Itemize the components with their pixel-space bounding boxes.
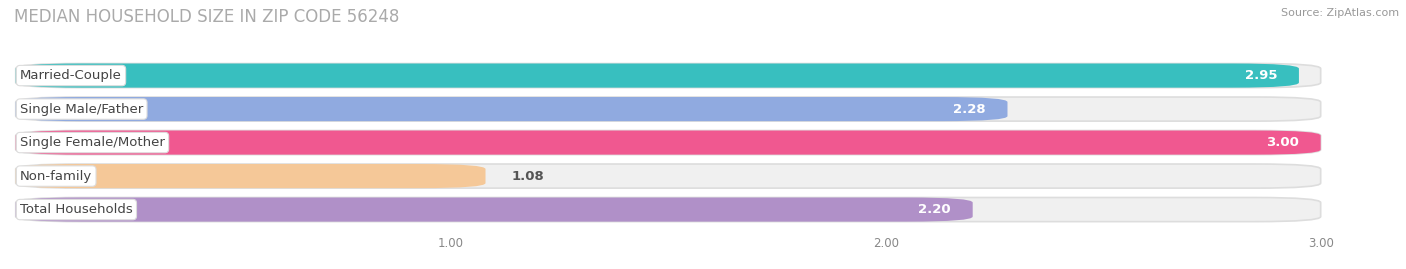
- Text: 2.28: 2.28: [953, 102, 986, 116]
- Text: 3.00: 3.00: [1265, 136, 1299, 149]
- Text: 2.95: 2.95: [1244, 69, 1277, 82]
- Text: 2.20: 2.20: [918, 203, 950, 216]
- FancyBboxPatch shape: [15, 130, 1320, 155]
- Text: Non-family: Non-family: [20, 169, 93, 183]
- FancyBboxPatch shape: [15, 130, 1320, 155]
- FancyBboxPatch shape: [15, 197, 1320, 222]
- Text: 1.08: 1.08: [512, 169, 544, 183]
- Text: Married-Couple: Married-Couple: [20, 69, 122, 82]
- FancyBboxPatch shape: [15, 164, 485, 188]
- Text: Source: ZipAtlas.com: Source: ZipAtlas.com: [1281, 8, 1399, 18]
- Text: Total Households: Total Households: [20, 203, 132, 216]
- Text: MEDIAN HOUSEHOLD SIZE IN ZIP CODE 56248: MEDIAN HOUSEHOLD SIZE IN ZIP CODE 56248: [14, 8, 399, 26]
- FancyBboxPatch shape: [15, 97, 1320, 121]
- Text: Single Female/Mother: Single Female/Mother: [20, 136, 165, 149]
- FancyBboxPatch shape: [15, 97, 1008, 121]
- FancyBboxPatch shape: [15, 164, 1320, 188]
- FancyBboxPatch shape: [15, 197, 973, 222]
- FancyBboxPatch shape: [15, 63, 1320, 88]
- Text: Single Male/Father: Single Male/Father: [20, 102, 143, 116]
- FancyBboxPatch shape: [15, 63, 1299, 88]
